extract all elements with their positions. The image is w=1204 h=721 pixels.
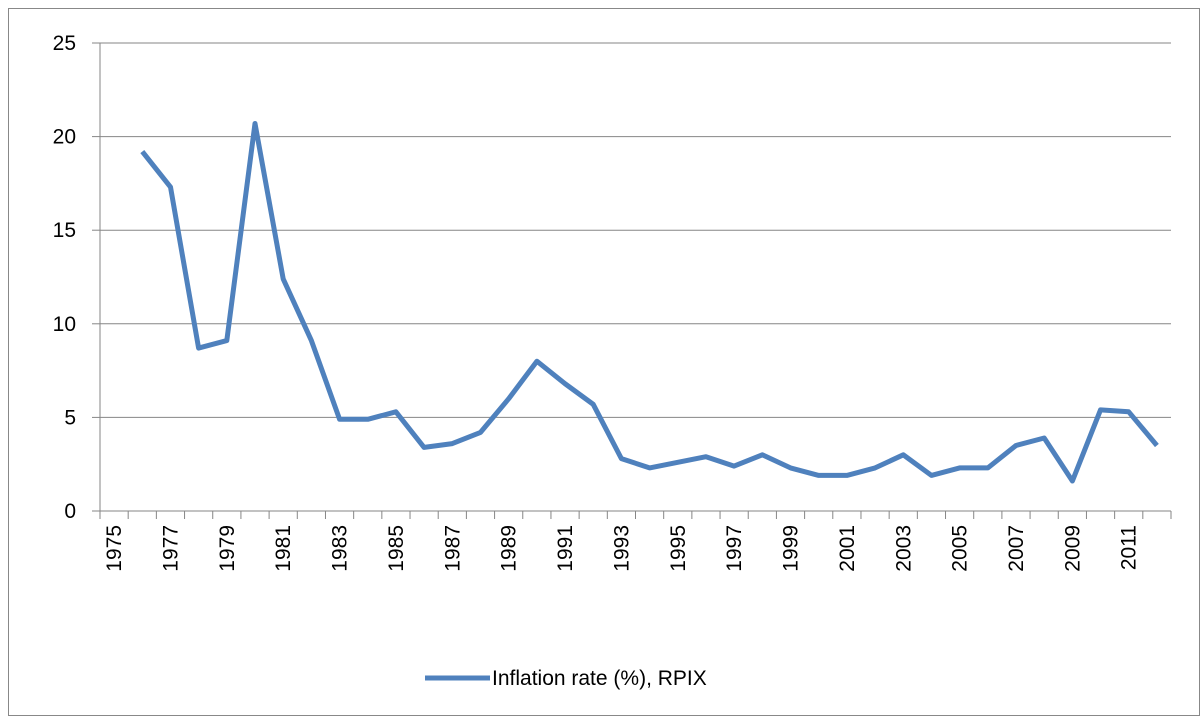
y-tick-label: 10 bbox=[53, 313, 76, 336]
x-tick-label: 2001 bbox=[836, 525, 859, 572]
x-tick-label: 1993 bbox=[610, 525, 633, 572]
y-tick-label: 25 bbox=[53, 32, 76, 55]
x-tick-label: 1991 bbox=[554, 525, 577, 572]
x-tick-label: 2007 bbox=[1005, 525, 1028, 572]
y-tick-label: 0 bbox=[64, 500, 76, 523]
x-tick-label: 2009 bbox=[1061, 525, 1084, 572]
x-tick-label: 1981 bbox=[272, 525, 295, 572]
x-tick-label: 1989 bbox=[498, 525, 521, 572]
x-tick-label: 2005 bbox=[949, 525, 972, 572]
chart-frame bbox=[8, 8, 1200, 716]
x-tick-label: 1977 bbox=[159, 525, 182, 572]
y-tick-label: 15 bbox=[53, 219, 76, 242]
x-tick-label: 1999 bbox=[780, 525, 803, 572]
x-tick-label: 1987 bbox=[441, 525, 464, 572]
x-tick-label: 1979 bbox=[216, 525, 239, 572]
x-tick-label: 1997 bbox=[723, 525, 746, 572]
y-tick-label: 5 bbox=[64, 406, 76, 429]
x-tick-label: 2003 bbox=[892, 525, 915, 572]
x-tick-label: 2011 bbox=[1118, 525, 1141, 570]
series-line bbox=[140, 121, 1159, 484]
x-tick-label: 1983 bbox=[329, 525, 352, 572]
legend-label: Inflation rate (%), RPIX bbox=[492, 667, 707, 690]
x-tick-label: 1995 bbox=[667, 525, 690, 572]
x-tick-label: 1985 bbox=[385, 525, 408, 572]
x-tick-label: 1975 bbox=[103, 525, 126, 572]
y-tick-label: 20 bbox=[53, 126, 76, 149]
